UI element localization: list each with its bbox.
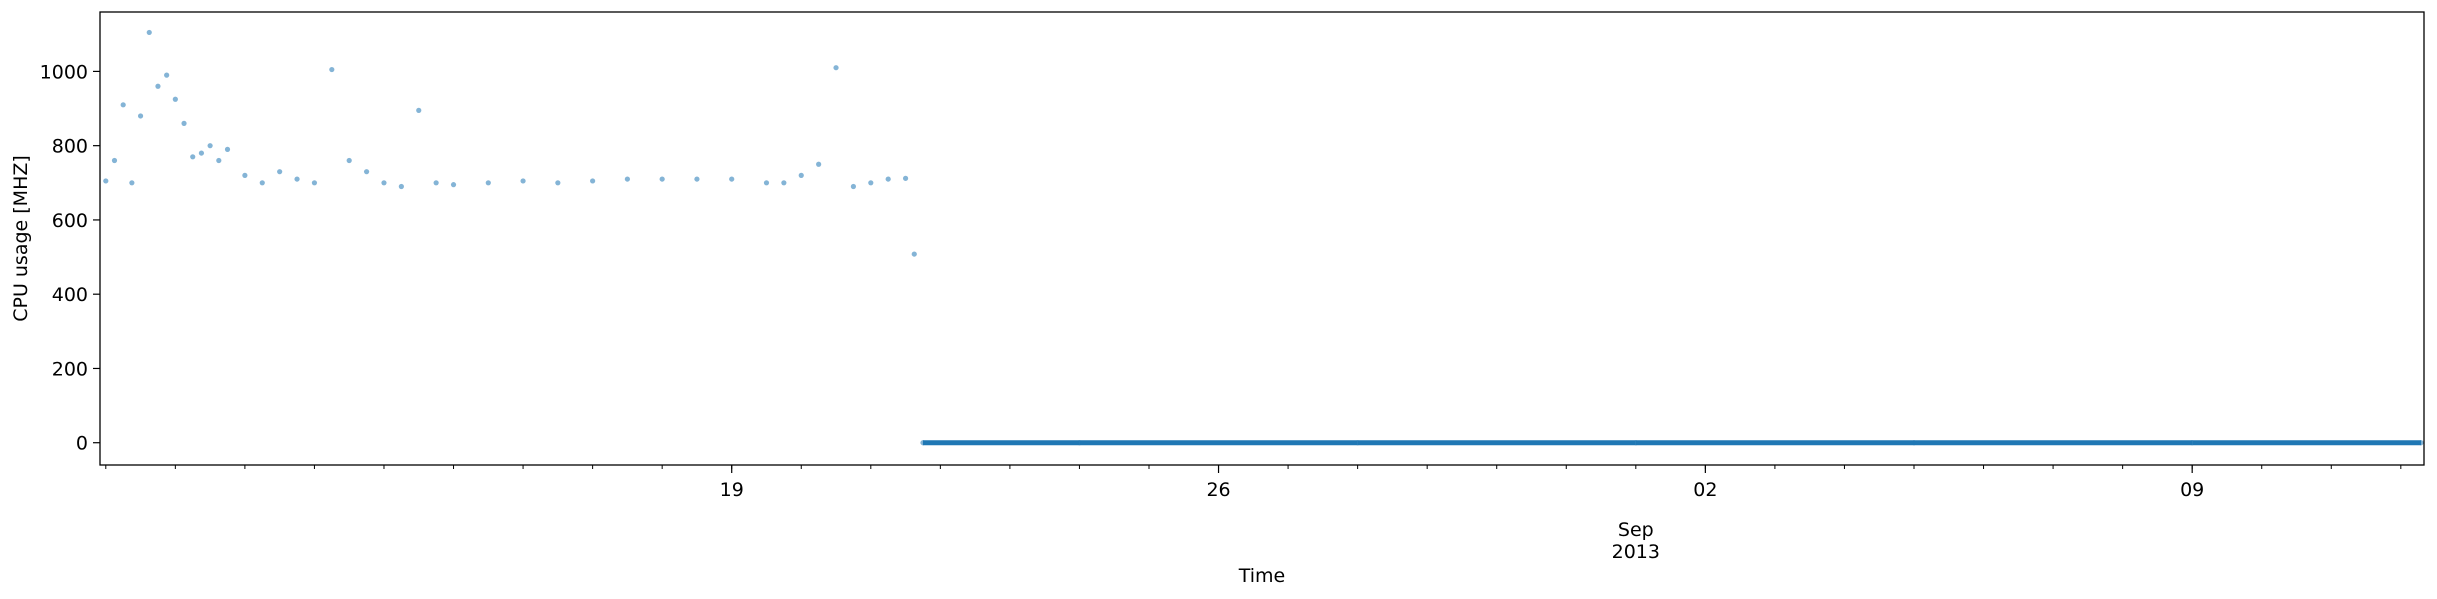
data-point — [190, 154, 196, 160]
data-point — [111, 157, 118, 164]
data-point — [590, 178, 596, 184]
data-point — [659, 176, 665, 182]
data-point — [181, 120, 187, 126]
x-axis-year-label: 2013 — [1612, 541, 1660, 563]
y-tick-label: 800 — [52, 136, 88, 158]
data-point — [294, 176, 300, 182]
data-point — [416, 107, 422, 113]
data-point — [103, 178, 109, 184]
data-point — [242, 172, 248, 178]
data-point — [172, 96, 178, 102]
data-point — [398, 183, 404, 190]
data-point — [485, 180, 491, 186]
data-point — [198, 150, 205, 156]
data-point — [911, 251, 917, 257]
data-point — [164, 72, 170, 78]
data-point — [129, 180, 135, 186]
data-point — [155, 83, 161, 89]
data-point — [346, 157, 352, 164]
data-point — [729, 176, 735, 182]
y-axis-title: CPU usage [MHZ] — [10, 155, 32, 322]
data-point — [520, 178, 526, 184]
x-axis: 19 26 02 09 — [105, 465, 2402, 501]
x-tick-label: 26 — [1206, 479, 1230, 501]
data-point — [433, 180, 439, 186]
data-point — [833, 65, 839, 71]
data-point — [868, 180, 874, 186]
data-point — [207, 143, 213, 149]
x-axis-month-label: Sep — [1618, 519, 1654, 541]
data-point — [694, 176, 700, 182]
data-point — [311, 180, 318, 186]
x-tick-label: 09 — [2180, 479, 2204, 501]
data-point — [146, 29, 152, 36]
data-point — [555, 180, 561, 186]
y-tick-label: 600 — [52, 210, 88, 232]
data-point — [902, 175, 909, 181]
data-point — [816, 161, 822, 167]
data-point — [798, 172, 804, 178]
data-point — [763, 180, 770, 186]
data-point — [329, 66, 335, 73]
data-point — [216, 157, 222, 164]
y-tick-label: 1000 — [40, 61, 88, 83]
data-point — [624, 176, 630, 182]
y-tick-label: 0 — [76, 433, 88, 455]
x-tick-label: 19 — [720, 479, 744, 501]
y-tick-label: 400 — [52, 284, 88, 306]
data-point — [120, 102, 126, 108]
data-point — [381, 180, 387, 186]
data-point — [137, 113, 144, 119]
data-point — [450, 182, 457, 188]
x-axis-title: Time — [1238, 565, 1286, 587]
data-point — [850, 183, 857, 190]
plot-area — [99, 11, 2425, 466]
data-point — [885, 176, 891, 182]
data-point — [224, 146, 231, 152]
data-point — [259, 180, 265, 186]
data-point — [781, 180, 787, 186]
y-tick-label: 200 — [52, 358, 88, 380]
data-point — [277, 169, 283, 175]
data-point — [363, 169, 370, 175]
y-axis: 0 200 400 600 800 1000 — [40, 61, 100, 455]
scatter-points — [103, 29, 2424, 446]
x-tick-label: 02 — [1693, 479, 1717, 501]
